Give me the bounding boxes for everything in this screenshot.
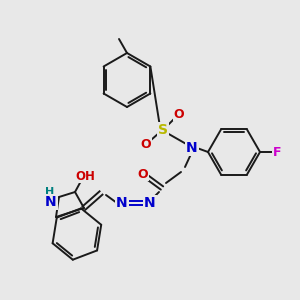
Text: N: N (45, 195, 57, 209)
Text: N: N (186, 141, 198, 155)
Text: F: F (273, 146, 281, 158)
Text: N: N (144, 196, 156, 210)
Text: O: O (174, 107, 184, 121)
Text: H: H (45, 187, 55, 197)
Text: O: O (141, 137, 151, 151)
Text: S: S (158, 123, 168, 137)
Text: OH: OH (75, 169, 95, 182)
Text: N: N (116, 196, 128, 210)
Text: O: O (138, 167, 148, 181)
